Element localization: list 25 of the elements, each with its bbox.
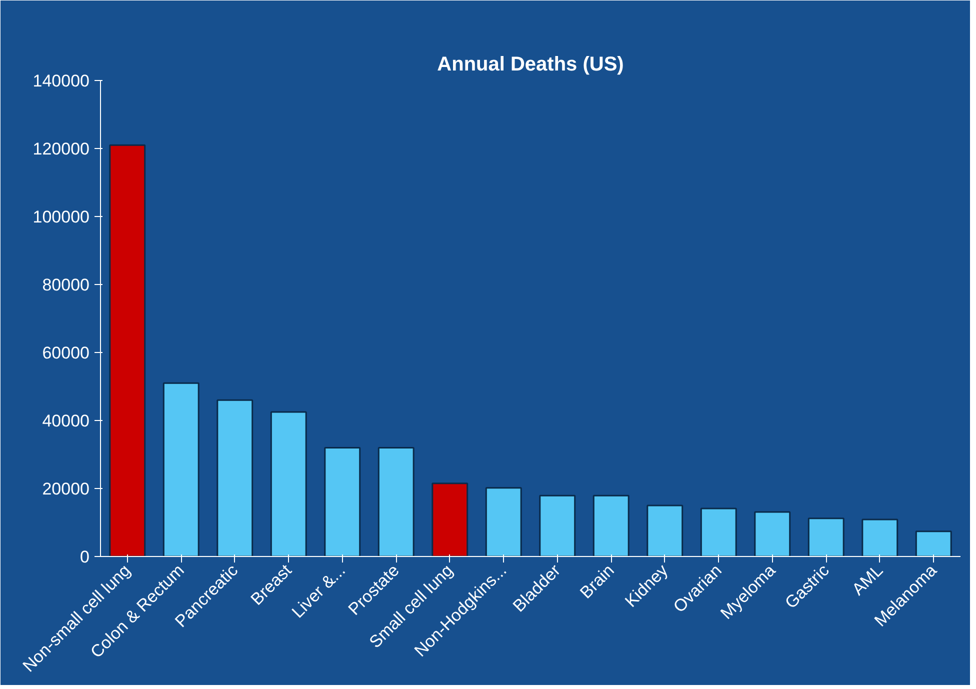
y-tick-label: 140000 [32, 72, 90, 90]
bar [485, 487, 522, 556]
bar [808, 518, 844, 556]
bar [592, 494, 630, 556]
bar [109, 144, 146, 556]
bar [754, 511, 791, 556]
bar [700, 508, 737, 556]
y-tick-label: 60000 [42, 344, 90, 362]
y-tick-label: 20000 [42, 480, 90, 498]
bar [862, 518, 898, 556]
bar [915, 530, 952, 556]
bar [324, 446, 361, 556]
bar [270, 411, 307, 556]
bar [378, 446, 414, 556]
y-tick-label: 120000 [32, 140, 90, 158]
y-tick-label: 0 [80, 548, 90, 566]
bar [216, 399, 254, 556]
chart-title: Annual Deaths (US) [437, 54, 624, 76]
bar [539, 494, 576, 556]
bar [646, 504, 684, 556]
y-tick-label: 40000 [42, 412, 90, 430]
bar [432, 482, 468, 556]
y-tick-label: 100000 [32, 208, 90, 226]
y-tick-label: 80000 [42, 276, 90, 294]
bar [162, 382, 200, 556]
